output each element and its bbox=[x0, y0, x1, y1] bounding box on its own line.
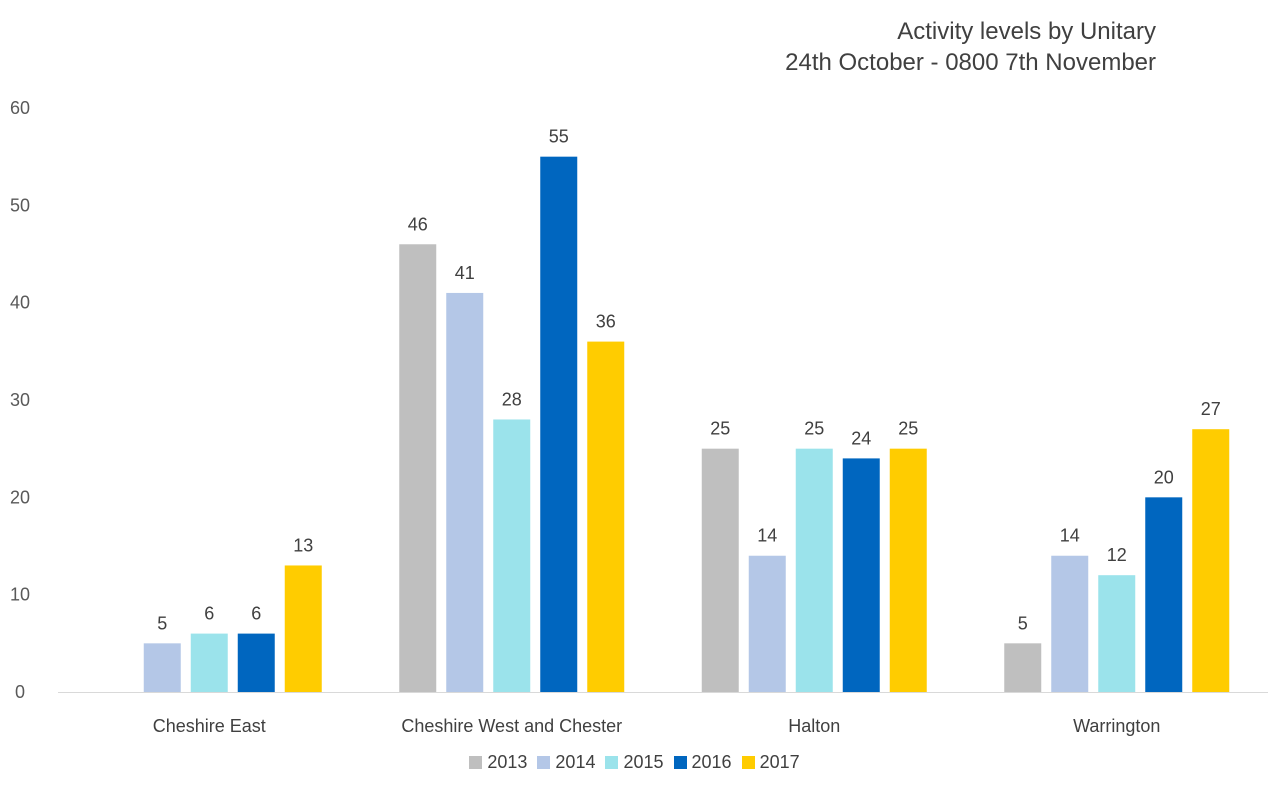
bar bbox=[889, 448, 927, 692]
legend-swatch bbox=[673, 756, 687, 769]
data-label: 55 bbox=[549, 127, 569, 147]
data-label: 41 bbox=[455, 263, 475, 283]
y-tick-label: 40 bbox=[10, 293, 30, 313]
data-label: 25 bbox=[804, 419, 824, 439]
y-tick-label: 60 bbox=[10, 98, 30, 118]
bar bbox=[1098, 575, 1136, 692]
data-label: 28 bbox=[502, 389, 522, 409]
y-tick-label: 30 bbox=[10, 390, 30, 410]
data-label: 6 bbox=[251, 604, 261, 624]
legend-swatch bbox=[605, 756, 619, 769]
bar bbox=[1051, 555, 1089, 692]
legend-label: 2014 bbox=[555, 752, 596, 772]
legend-label: 2013 bbox=[487, 752, 528, 772]
x-category-label: Warrington bbox=[1073, 716, 1160, 736]
bar bbox=[237, 633, 275, 692]
data-label: 5 bbox=[1018, 613, 1028, 633]
x-category-label: Halton bbox=[788, 716, 840, 736]
data-label: 24 bbox=[851, 428, 871, 448]
chart-title-block: Activity levels by Unitary 24th October … bbox=[785, 16, 1156, 78]
bar bbox=[587, 341, 625, 692]
legend-swatch bbox=[537, 756, 551, 769]
data-label: 13 bbox=[293, 535, 313, 555]
bar bbox=[493, 419, 531, 692]
legend-label: 2016 bbox=[691, 752, 732, 772]
data-label: 25 bbox=[710, 419, 730, 439]
bar bbox=[1145, 497, 1183, 692]
bar bbox=[540, 156, 578, 692]
data-label: 27 bbox=[1201, 399, 1221, 419]
bar bbox=[284, 565, 322, 692]
x-category-label: Cheshire West and Chester bbox=[401, 716, 622, 736]
legend-swatch bbox=[741, 756, 755, 769]
bar bbox=[748, 555, 786, 692]
legend-swatch bbox=[469, 756, 483, 769]
bar bbox=[399, 244, 437, 692]
data-label: 14 bbox=[1060, 526, 1080, 546]
legend-label: 2015 bbox=[623, 752, 664, 772]
legend-item: 2015 bbox=[605, 752, 664, 773]
y-tick-label: 10 bbox=[10, 585, 30, 605]
y-tick-label: 0 bbox=[15, 682, 25, 702]
data-label: 5 bbox=[157, 613, 167, 633]
bar bbox=[701, 448, 739, 692]
legend-label: 2017 bbox=[759, 752, 800, 772]
bar bbox=[842, 458, 880, 692]
y-tick-label: 50 bbox=[10, 195, 30, 215]
chart-legend: 2013 2014 2015 2016 2017 bbox=[0, 752, 1269, 774]
legend-item: 2017 bbox=[741, 752, 800, 773]
data-label: 14 bbox=[757, 526, 777, 546]
y-tick-label: 20 bbox=[10, 487, 30, 507]
legend-item: 2013 bbox=[469, 752, 527, 773]
data-label: 25 bbox=[898, 419, 918, 439]
chart-subtitle: 24th October - 0800 7th November bbox=[785, 49, 1156, 76]
bar bbox=[190, 633, 228, 692]
bar bbox=[143, 643, 181, 692]
legend-item: 2016 bbox=[673, 752, 732, 773]
data-label: 20 bbox=[1154, 467, 1174, 487]
bar bbox=[446, 292, 484, 692]
x-category-label: Cheshire East bbox=[153, 716, 266, 736]
data-label: 46 bbox=[408, 214, 428, 234]
data-label: 12 bbox=[1107, 545, 1127, 565]
data-label: 6 bbox=[204, 604, 214, 624]
bar bbox=[795, 448, 833, 692]
legend-item: 2014 bbox=[537, 752, 595, 773]
bar bbox=[1192, 429, 1230, 692]
bar bbox=[1004, 643, 1042, 692]
chart-title: Activity levels by Unitary bbox=[897, 18, 1156, 45]
data-label: 36 bbox=[596, 312, 616, 332]
